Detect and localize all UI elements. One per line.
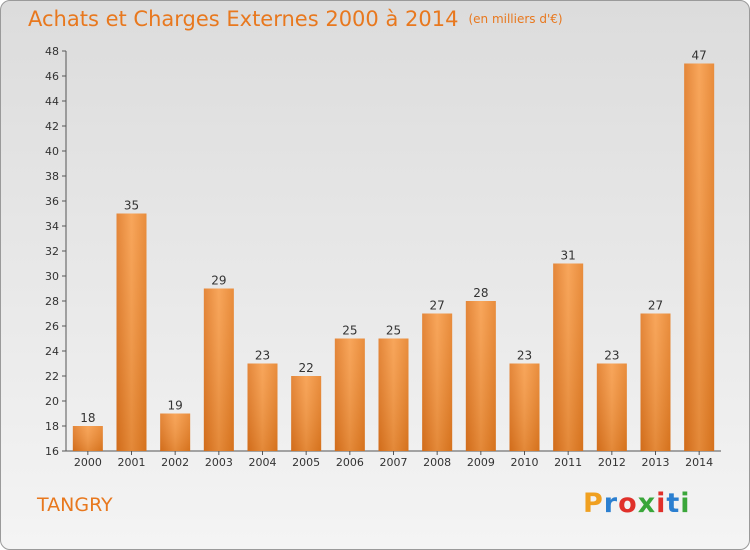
bar-value-label: 29 xyxy=(211,274,226,288)
logo-letter: x xyxy=(637,488,657,519)
bar-shade xyxy=(160,413,191,451)
bar-value-label: 31 xyxy=(561,249,576,263)
y-tick-label: 46 xyxy=(45,70,59,83)
bar-shade xyxy=(509,363,540,451)
title-text: Achats et Charges Externes 2000 à 2014 xyxy=(28,7,459,31)
y-tick-label: 32 xyxy=(45,245,59,258)
y-tick-label: 18 xyxy=(45,420,59,433)
bar-value-label: 23 xyxy=(255,349,270,363)
proxiti-logo: Proxiti xyxy=(583,488,691,519)
bar-shade xyxy=(596,363,627,451)
bar-value-label: 28 xyxy=(473,286,488,300)
logo-letter: i xyxy=(680,488,691,519)
logo-letter: t xyxy=(666,488,681,519)
logo-letter: i xyxy=(656,488,667,519)
bar-shade xyxy=(378,338,409,451)
bar-shade xyxy=(553,263,584,451)
x-tick-label: 2004 xyxy=(249,456,277,469)
x-tick-label: 2012 xyxy=(598,456,626,469)
logo-letter: o xyxy=(618,488,638,519)
bar-value-label: 18 xyxy=(80,411,95,425)
y-tick-label: 22 xyxy=(45,370,59,383)
bar-value-label: 19 xyxy=(168,399,183,413)
bar-shade xyxy=(72,426,103,451)
x-tick-label: 2010 xyxy=(511,456,539,469)
bar-shade xyxy=(116,213,147,451)
unit-label: (en milliers d'€) xyxy=(468,12,563,26)
y-tick-label: 30 xyxy=(45,270,59,283)
bar-value-label: 27 xyxy=(648,299,663,313)
x-tick-label: 2006 xyxy=(336,456,364,469)
bar-value-label: 23 xyxy=(604,349,619,363)
bar-shade xyxy=(465,301,496,451)
x-tick-label: 2007 xyxy=(380,456,408,469)
y-tick-label: 48 xyxy=(45,45,59,58)
x-tick-label: 2000 xyxy=(74,456,102,469)
bar-shade xyxy=(684,63,715,451)
y-tick-label: 28 xyxy=(45,295,59,308)
y-tick-label: 36 xyxy=(45,195,59,208)
bar-shade xyxy=(640,313,671,451)
x-tick-label: 2003 xyxy=(205,456,233,469)
y-tick-label: 24 xyxy=(45,345,59,358)
bar-value-label: 27 xyxy=(430,299,445,313)
bar-value-label: 22 xyxy=(299,361,314,375)
x-tick-label: 2008 xyxy=(423,456,451,469)
y-tick-label: 42 xyxy=(45,120,59,133)
bar-shade xyxy=(334,338,365,451)
bar-shade xyxy=(291,376,322,451)
x-tick-label: 2005 xyxy=(292,456,320,469)
y-tick-label: 38 xyxy=(45,170,59,183)
y-tick-label: 34 xyxy=(45,220,59,233)
x-tick-label: 2009 xyxy=(467,456,495,469)
x-tick-label: 2013 xyxy=(642,456,670,469)
x-tick-label: 2001 xyxy=(118,456,146,469)
y-tick-label: 20 xyxy=(45,395,59,408)
logo-letter: r xyxy=(603,488,619,519)
y-tick-label: 16 xyxy=(45,445,59,458)
y-tick-label: 40 xyxy=(45,145,59,158)
chart-title: Achats et Charges Externes 2000 à 2014 (e… xyxy=(28,7,563,31)
bar-shade xyxy=(422,313,453,451)
x-tick-label: 2011 xyxy=(554,456,582,469)
x-tick-label: 2014 xyxy=(685,456,713,469)
y-tick-label: 26 xyxy=(45,320,59,333)
bar-value-label: 35 xyxy=(124,199,139,213)
plot-area: 16 18 20 22 24 26 28 30 32 34 36 38 40 42 44 46 48 18 2000… xyxy=(45,45,721,469)
logo-letter: P xyxy=(583,488,604,519)
x-tick-label: 2002 xyxy=(161,456,189,469)
bar-shade xyxy=(247,363,278,451)
bar-value-label: 23 xyxy=(517,349,532,363)
bar-value-label: 47 xyxy=(692,49,707,63)
bar-value-label: 25 xyxy=(386,324,401,338)
bar-value-label: 25 xyxy=(342,324,357,338)
commune-name: TANGRY xyxy=(37,494,113,516)
bar-shade xyxy=(203,288,234,451)
y-tick-label: 44 xyxy=(45,95,59,108)
